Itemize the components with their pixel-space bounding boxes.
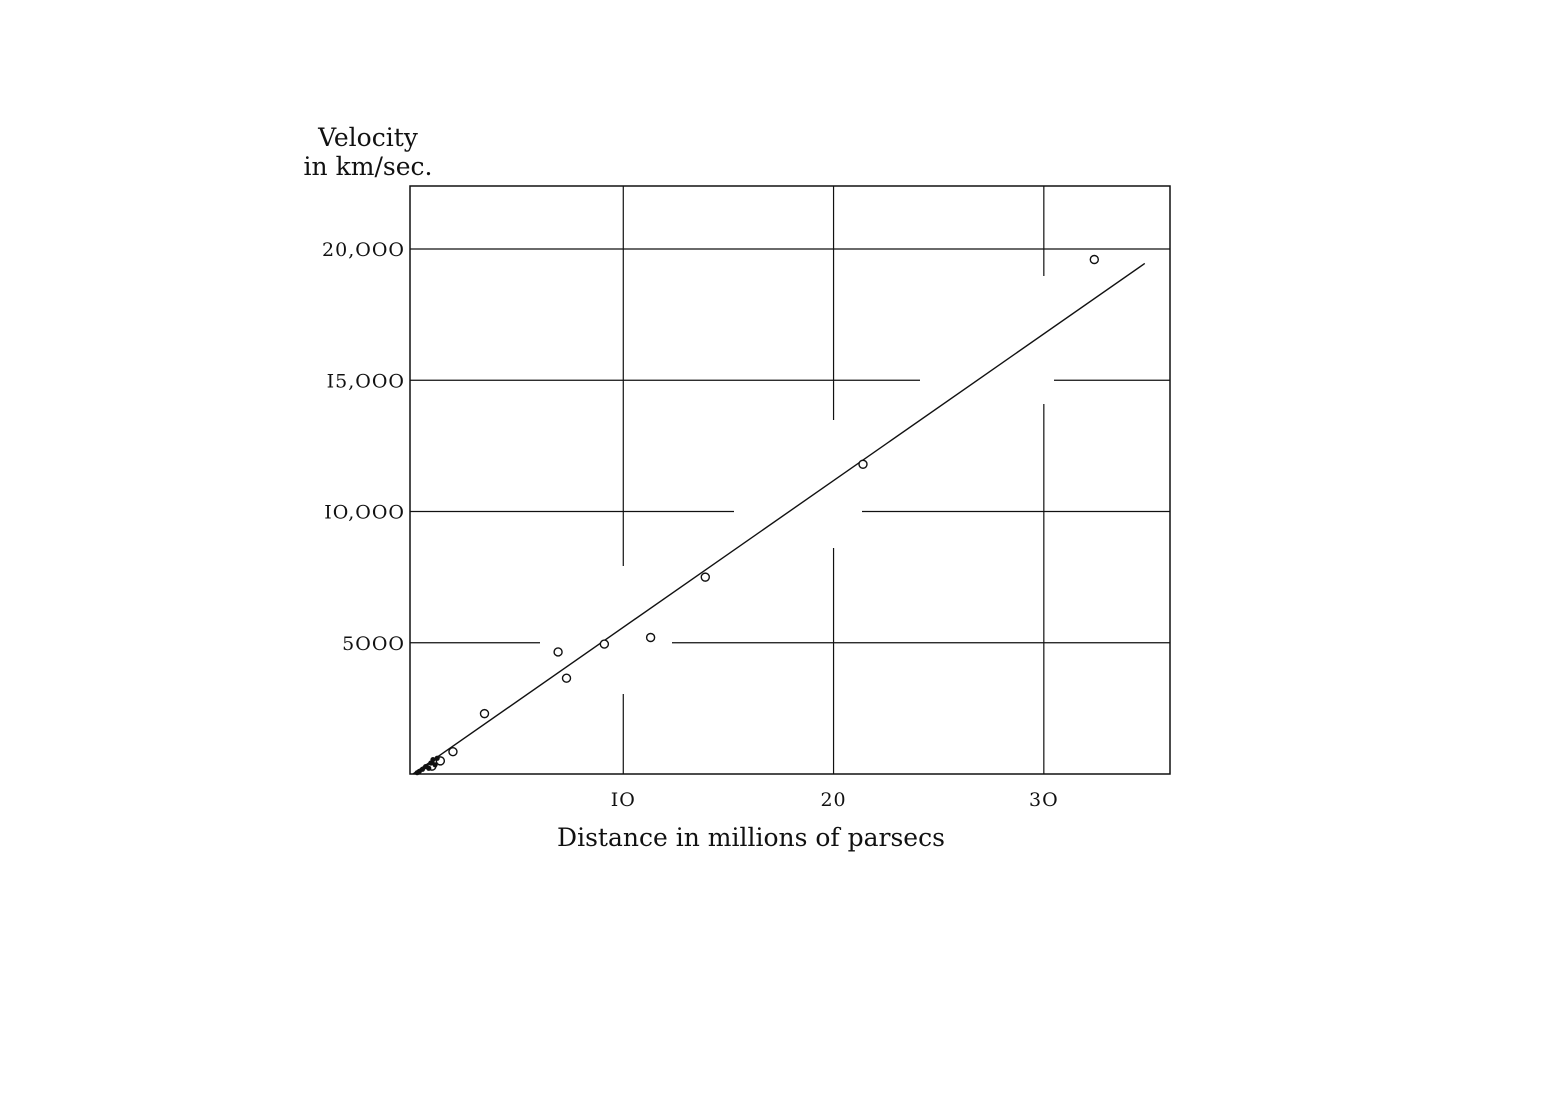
y-axis-label-line2: in km/sec. bbox=[304, 152, 433, 181]
grid-gap-1 bbox=[920, 372, 1054, 388]
data-point-3 bbox=[599, 639, 610, 649]
data-point-7 bbox=[1089, 254, 1100, 265]
data-point-5 bbox=[700, 572, 710, 582]
grid-gap-2 bbox=[734, 506, 862, 522]
x-axis-label: Distance in millions of parsecs bbox=[557, 823, 945, 852]
data-point-6 bbox=[858, 459, 868, 469]
y-tick-label-1: IO,OOO bbox=[324, 502, 405, 524]
data-point-8 bbox=[448, 746, 458, 757]
x-tick-label-0: IO bbox=[611, 789, 636, 811]
data-points bbox=[414, 254, 1100, 776]
data-point-1 bbox=[553, 647, 563, 657]
y-tick-label-3: 20,OOO bbox=[322, 239, 405, 261]
data-point-4 bbox=[645, 632, 656, 643]
tick-labels: IO 20 3O 5OOO IO,OOO I5,OOO 20,OOO bbox=[322, 239, 1059, 811]
grid-gaps bbox=[540, 276, 1054, 694]
y-axis-label-line1: Velocity bbox=[317, 123, 419, 152]
data-point-0 bbox=[479, 708, 490, 719]
y-tick-label-0: 5OOO bbox=[342, 633, 405, 655]
grid-gap-5 bbox=[1038, 276, 1054, 404]
x-tick-label-2: 3O bbox=[1029, 789, 1059, 811]
y-tick-label-2: I5,OOO bbox=[327, 370, 405, 392]
grid-gap-3 bbox=[616, 566, 632, 694]
plot-frame bbox=[409, 185, 1171, 775]
filled-data-point-8 bbox=[434, 755, 440, 761]
filled-data-point-7 bbox=[432, 762, 438, 768]
x-tick-label-1: 20 bbox=[820, 789, 846, 811]
data-point-2 bbox=[561, 673, 572, 683]
regression-line bbox=[412, 262, 1146, 775]
filled-data-point-4 bbox=[426, 765, 432, 771]
grid-gap-4 bbox=[826, 420, 842, 548]
filled-data-point-6 bbox=[430, 756, 436, 763]
